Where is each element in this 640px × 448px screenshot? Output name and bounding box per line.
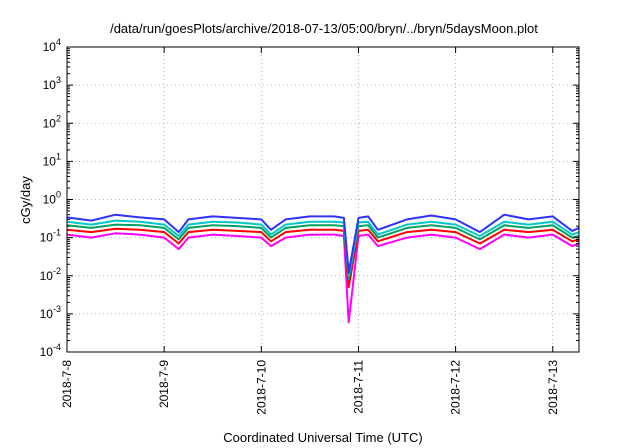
y-tick-label: 104	[43, 37, 61, 54]
x-tick-label: 2018-7-13	[546, 360, 560, 415]
y-axis-title: cGy/day	[18, 176, 33, 224]
y-tick-label: 102	[43, 113, 61, 130]
y-tick-label: 10-4	[40, 342, 61, 359]
ticks: 10-4 10-3 10-2 10-1 100 101 102 103 104 2018-7-8 2…	[40, 37, 579, 415]
series-line-2	[66, 227, 580, 289]
y-tick-label: 10-1	[40, 228, 61, 245]
series-line-5	[66, 213, 580, 274]
series-line-3	[66, 223, 580, 281]
x-tick-label: 2018-7-10	[254, 360, 268, 415]
series-line-4	[66, 219, 580, 277]
x-tick-label: 2018-7-11	[351, 360, 365, 414]
y-tick-label: 101	[43, 151, 61, 168]
x-tick-label: 2018-7-9	[157, 360, 171, 408]
x-tick-label: 2018-7-8	[60, 360, 74, 408]
grid	[67, 47, 579, 352]
y-tick-label: 10-3	[40, 304, 61, 321]
x-tick-label: 2018-7-12	[449, 360, 463, 415]
y-tick-label: 10-2	[40, 266, 61, 283]
y-tick-label: 100	[43, 190, 61, 207]
series-line-1	[66, 232, 580, 324]
x-axis-title: Coordinated Universal Time (UTC)	[223, 430, 422, 445]
y-tick-label: 103	[43, 75, 61, 92]
chart-title: /data/run/goesPlots/archive/2018-07-13/0…	[110, 21, 538, 36]
series-layer	[66, 213, 580, 324]
